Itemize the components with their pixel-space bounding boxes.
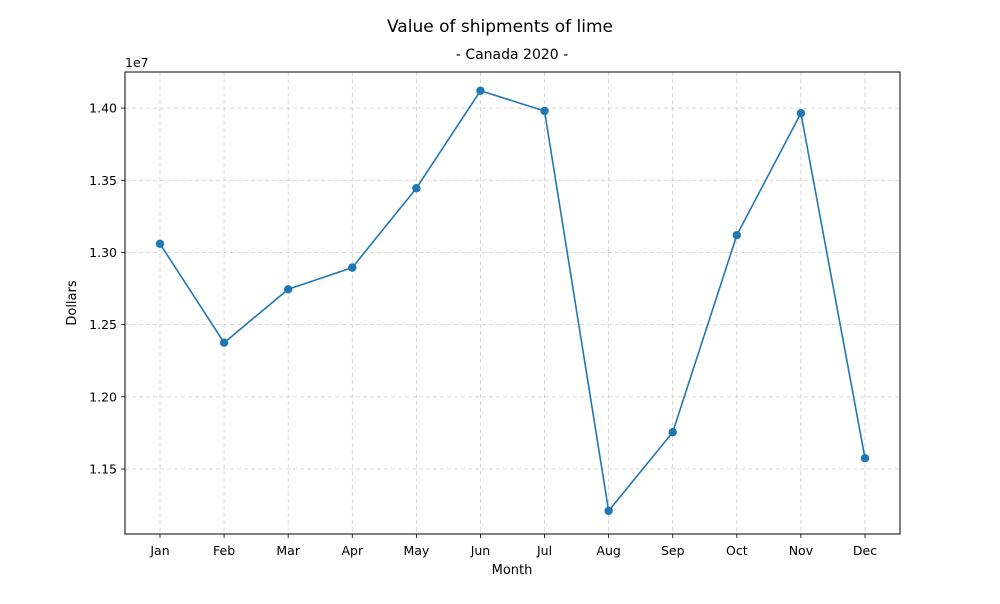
x-tick-label: Dec bbox=[853, 543, 877, 558]
series-line bbox=[159, 89, 866, 512]
y-tick-label: 1.30 bbox=[89, 245, 117, 260]
data-point-oct bbox=[732, 230, 742, 240]
y-axis-label: Dollars bbox=[65, 280, 80, 325]
grid bbox=[125, 72, 900, 534]
data-point-jan bbox=[155, 239, 165, 249]
data-point-jul bbox=[540, 106, 549, 116]
chart-title: Value of shipments of lime bbox=[387, 17, 613, 37]
chart-subtitle: - Canada 2020 - bbox=[456, 47, 568, 63]
data-point-nov bbox=[796, 108, 806, 118]
y-tick-label: 1.25 bbox=[89, 317, 117, 332]
data-point-dec bbox=[860, 454, 870, 463]
x-tick-label: Aug bbox=[596, 543, 620, 558]
data-point-may bbox=[412, 184, 421, 193]
series-layer bbox=[155, 86, 870, 516]
data-point-mar bbox=[283, 285, 293, 294]
x-tick-label: May bbox=[403, 543, 429, 558]
data-point-sep bbox=[668, 428, 677, 437]
data-point-apr bbox=[348, 263, 357, 272]
y-tick-label: 1.15 bbox=[89, 462, 117, 477]
y-axis-offset-label: 1e7 bbox=[125, 55, 149, 70]
data-point-aug bbox=[604, 506, 613, 516]
x-tick-label: Jun bbox=[470, 543, 491, 558]
data-point-jun bbox=[476, 86, 485, 95]
x-axis-label: Month bbox=[492, 563, 533, 578]
data-point-feb bbox=[219, 338, 229, 347]
y-tick-label: 1.35 bbox=[89, 173, 117, 188]
x-tick-label: Nov bbox=[789, 543, 814, 558]
x-tick-label: Sep bbox=[661, 543, 685, 558]
plot-area-frame bbox=[124, 71, 901, 535]
y-tick-label: 1.20 bbox=[89, 389, 117, 404]
x-tick-label: Oct bbox=[726, 543, 748, 558]
x-tick-label: Feb bbox=[213, 543, 235, 558]
x-tick-label: Jul bbox=[536, 543, 552, 558]
x-tick-label: Apr bbox=[341, 543, 363, 558]
x-tick-label: Jan bbox=[149, 543, 169, 558]
y-tick-label: 1.40 bbox=[89, 101, 117, 116]
x-tick-label: Mar bbox=[276, 543, 300, 558]
axes: Jan Feb Mar Apr May Jun Jul Aug Sep Oct Nov Dec 1.15… bbox=[89, 101, 877, 558]
